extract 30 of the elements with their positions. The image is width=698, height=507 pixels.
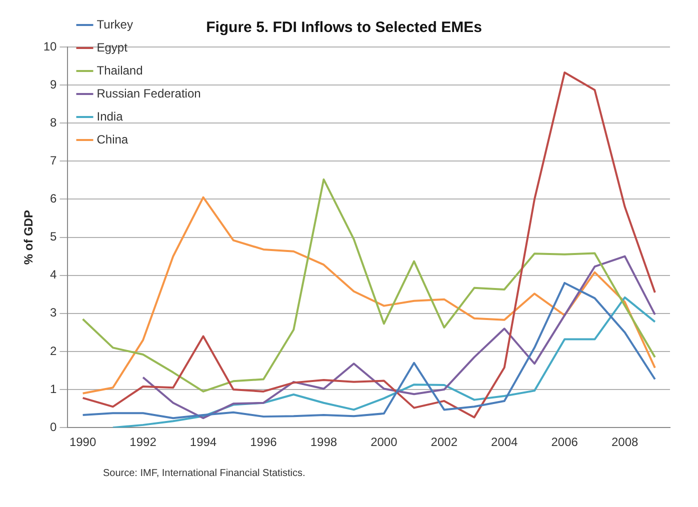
y-tick-label: 9 — [50, 77, 58, 92]
y-tick-label: 7 — [50, 153, 58, 168]
x-tick-label: 1990 — [69, 435, 96, 450]
x-tick-label: 2008 — [611, 435, 638, 450]
y-tick-label: 2 — [50, 344, 58, 358]
legend-label: Russian Federation — [96, 86, 201, 100]
y-tick-label: 1 — [50, 382, 58, 396]
legend-label: India — [96, 109, 124, 124]
y-tick-label: 3 — [50, 306, 58, 320]
legend-label: Thailand — [96, 63, 143, 78]
y-tick-label: 4 — [50, 268, 58, 282]
x-tick-label: 1992 — [130, 435, 157, 450]
y-tick-label: 0 — [50, 420, 58, 434]
y-tick-label: 6 — [50, 192, 58, 206]
y-axis-title: % of GDP — [22, 210, 36, 265]
chart-title: Figure 5. FDI Inflows to Selected EMEs — [206, 19, 482, 36]
y-tick-label: 8 — [50, 115, 58, 130]
y-tick-label: 10 — [43, 39, 58, 54]
x-tick-label: 1994 — [190, 435, 217, 450]
x-tick-label: 2006 — [551, 435, 578, 450]
x-tick-label: 2000 — [370, 435, 398, 450]
legend-label: Turkey — [96, 17, 133, 32]
legend-label: China — [96, 132, 128, 146]
legend-label: Egypt — [96, 40, 128, 54]
x-tick-label: 1996 — [250, 435, 278, 450]
source-note: Source: IMF, International Financial Statistics. — [103, 468, 306, 479]
x-tick-label: 1998 — [310, 435, 338, 450]
x-tick-label: 2004 — [491, 435, 518, 450]
x-tick-label: 2002 — [430, 435, 458, 450]
y-tick-label: 5 — [50, 230, 58, 244]
